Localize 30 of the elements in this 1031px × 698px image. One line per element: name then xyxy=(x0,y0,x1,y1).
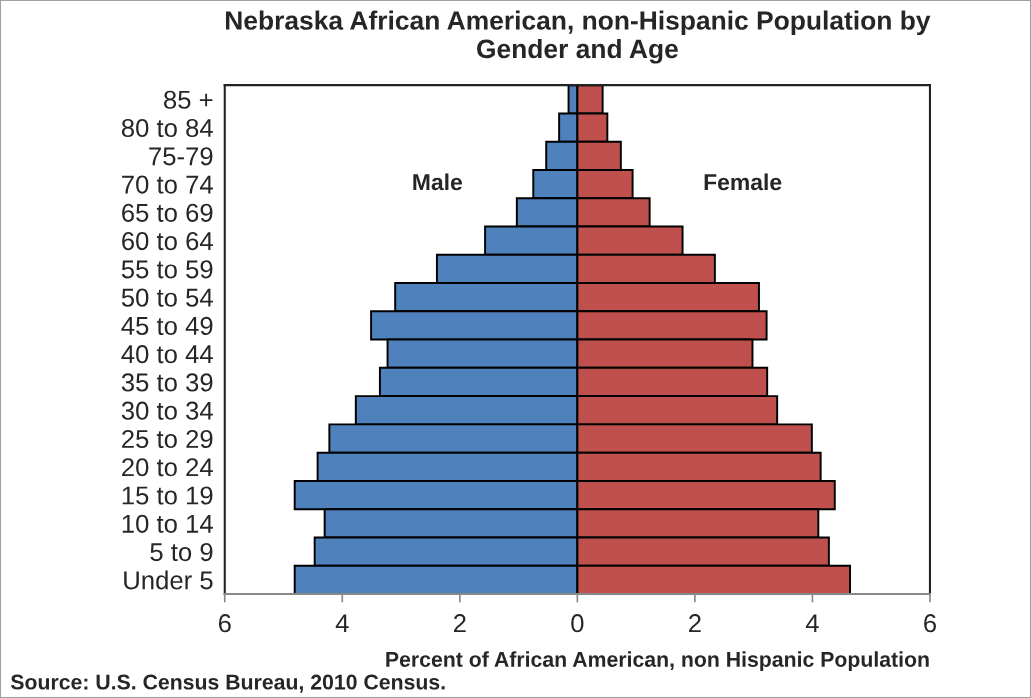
y-tick-label: 40 to 44 xyxy=(121,345,213,364)
y-tick-label: 60 to 64 xyxy=(122,232,213,251)
x-tick-label: 6 xyxy=(218,614,231,633)
chart-title: Nebraska African American, non-Hispanic Population by Gender and Age xyxy=(226,10,931,64)
y-tick-label: 15 to 19 xyxy=(122,486,213,505)
x-tick-label: 4 xyxy=(335,614,349,633)
y-tick-label: 20 to 24 xyxy=(122,458,213,477)
y-tick-label: 65 to 69 xyxy=(122,203,213,222)
y-tick-label: 5 to 9 xyxy=(150,542,213,562)
series-label: Male xyxy=(413,173,462,191)
x-tick-label: 4 xyxy=(805,614,819,633)
y-tick-label: 35 to 39 xyxy=(121,373,213,392)
y-tick-label: 55 to 59 xyxy=(121,260,213,279)
x-axis-title: Percent of African American, non Hispanic Population xyxy=(386,651,929,672)
x-tick-label: 0 xyxy=(571,614,584,633)
y-tick-label: 80 to 84 xyxy=(121,118,213,138)
source-note: Source: U.S. Census Bureau, 2010 Census. xyxy=(10,674,445,693)
y-tick-label: 85 + xyxy=(164,90,213,109)
x-tick-label: 2 xyxy=(689,614,701,633)
x-tick-label: 6 xyxy=(924,614,936,633)
y-tick-label: 50 to 54 xyxy=(121,288,213,307)
y-tick-label: 70 to 74 xyxy=(122,175,213,194)
y-tick-label: 25 to 29 xyxy=(122,429,213,449)
y-tick-label: 45 to 49 xyxy=(121,316,213,336)
x-tick-label: 2 xyxy=(453,614,466,633)
series-label: Female xyxy=(704,173,782,191)
y-tick-label: 30 to 34 xyxy=(121,401,213,420)
y-tick-label: Under 5 xyxy=(124,570,213,590)
y-tick-label: 75-79 xyxy=(149,147,213,166)
y-tick-label: 10 to 14 xyxy=(122,514,213,533)
